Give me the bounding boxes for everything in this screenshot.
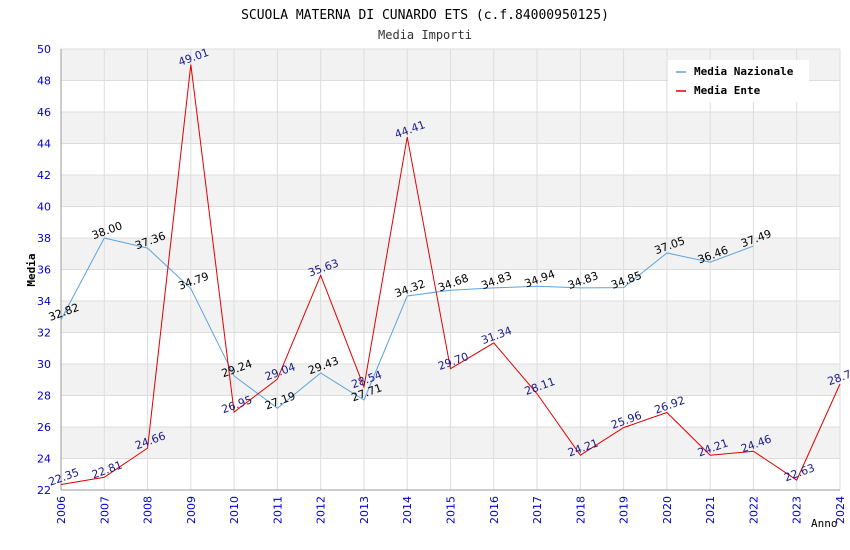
y-tick-label: 40 — [37, 201, 51, 214]
x-tick-label: 2015 — [445, 496, 458, 524]
x-tick-label: 2019 — [618, 496, 631, 524]
data-label-media-ente: 26.95 — [220, 393, 254, 416]
axes — [60, 49, 840, 491]
y-tick-label: 48 — [37, 75, 51, 88]
legend: Media Nazionale Media Ente — [668, 60, 809, 102]
x-tick-label: 2009 — [185, 496, 198, 524]
x-tick-label: 2017 — [531, 496, 544, 524]
y-tick-label: 24 — [37, 453, 51, 466]
data-label-media-ente: 26.92 — [653, 394, 687, 417]
x-tick-label: 2021 — [704, 496, 717, 524]
data-label-media-ente: 22.81 — [90, 458, 124, 481]
x-tick-label: 2012 — [315, 496, 328, 524]
x-tick-label: 2014 — [401, 496, 414, 524]
data-label-media-nazionale: 34.83 — [566, 269, 600, 292]
y-tick-label: 30 — [37, 358, 51, 371]
data-label-media-nazionale: 34.79 — [177, 270, 211, 293]
x-tick-label: 2022 — [747, 496, 760, 524]
x-tick-label: 2024 — [834, 496, 847, 524]
data-label-media-nazionale: 34.32 — [393, 277, 427, 300]
x-tick-label: 2011 — [271, 496, 284, 524]
chart-title: SCUOLA MATERNA DI CUNARDO ETS (c.f.84000… — [241, 8, 609, 23]
x-tick-label: 2018 — [574, 496, 587, 524]
data-label-media-nazionale: 34.83 — [480, 269, 514, 292]
legend-label-media-nazionale: Media Nazionale — [694, 65, 794, 78]
y-tick-label: 26 — [37, 421, 51, 434]
data-label-media-nazionale: 34.68 — [436, 272, 470, 295]
x-tick-label: 2016 — [488, 496, 501, 524]
y-tick-label: 44 — [37, 138, 51, 151]
data-label-media-ente: 22.63 — [783, 461, 817, 484]
y-tick-labels: 22 24 26 28 30 32 34 36 38 40 42 44 46 48 50 — [37, 43, 51, 497]
y-tick-label: 32 — [37, 327, 51, 340]
x-tick-label: 2010 — [228, 496, 241, 524]
legend-label-media-ente: Media Ente — [694, 84, 761, 97]
x-tick-label: 2013 — [358, 496, 371, 524]
y-tick-label: 22 — [37, 484, 51, 497]
y-tick-label: 50 — [37, 43, 51, 56]
series-line-media-ente — [60, 64, 841, 485]
y-tick-label: 38 — [37, 232, 51, 245]
series-lines — [60, 64, 841, 485]
x-tick-label: 2020 — [661, 496, 674, 524]
x-axis-label: Anno — [811, 517, 838, 530]
x-tick-labels: 2006 2007 2008 2009 2010 2011 2012 2013 2014 2015… — [55, 496, 847, 524]
x-tick-label: 2007 — [98, 496, 111, 524]
y-tick-label: 36 — [37, 264, 51, 277]
series-line-media-nazionale — [60, 237, 754, 409]
legend-box — [668, 60, 809, 102]
y-tick-label: 28 — [37, 390, 51, 403]
chart-subtitle: Media Importi — [378, 28, 472, 42]
x-tick-label: 2006 — [55, 496, 68, 524]
y-tick-label: 42 — [37, 169, 51, 182]
x-tick-label: 2008 — [142, 496, 155, 524]
y-tick-label: 46 — [37, 106, 51, 119]
data-label-media-nazionale: 34.85 — [609, 269, 643, 292]
data-label-media-ente: 22.35 — [47, 466, 81, 489]
y-tick-label: 34 — [37, 295, 51, 308]
y-axis-label: Media — [25, 253, 38, 286]
x-tick-label: 2023 — [791, 496, 804, 524]
